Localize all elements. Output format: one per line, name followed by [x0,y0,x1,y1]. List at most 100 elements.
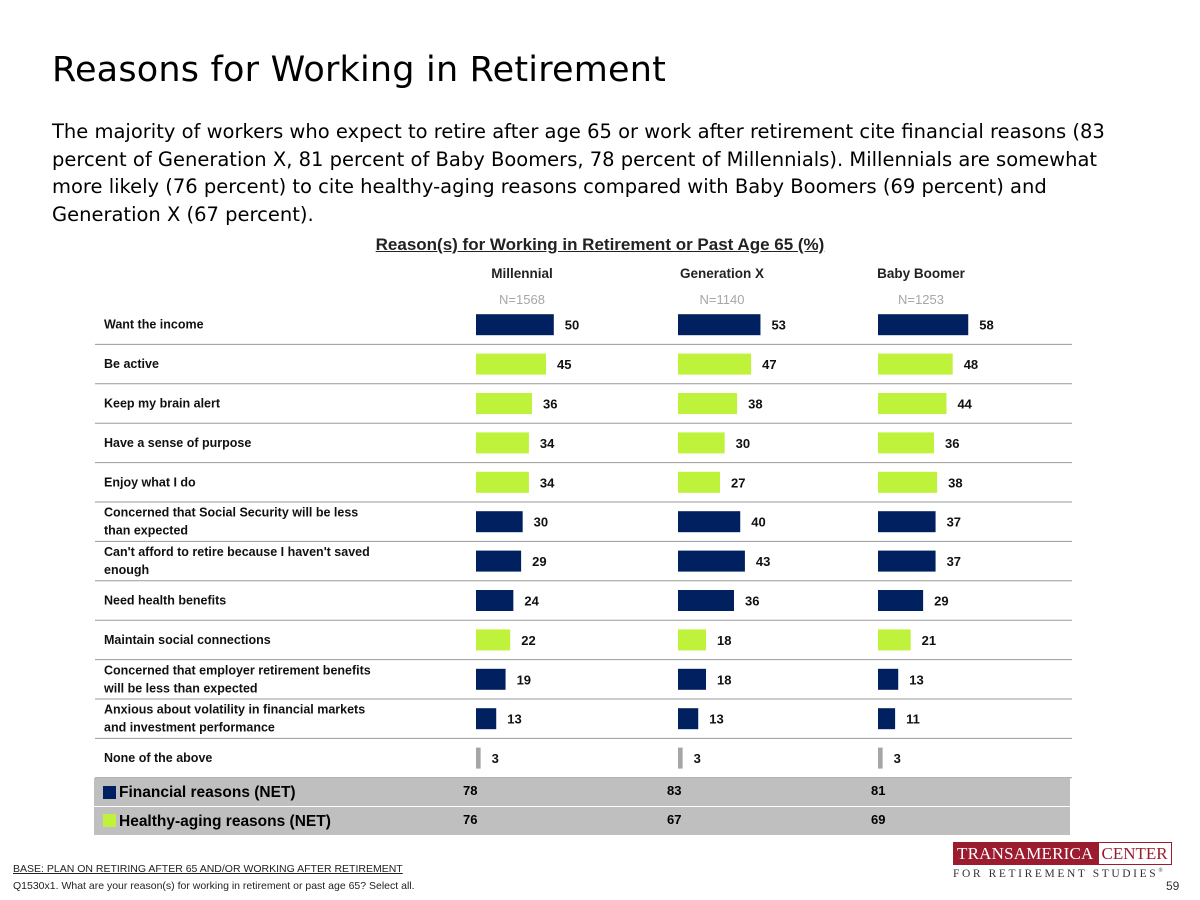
category-label: Keep my brain alert [104,397,221,411]
bar-baby-boomer [878,353,953,375]
healthy-net-generation-x: 67 [667,812,682,827]
series-header-millennial: Millennial [491,266,553,281]
bar-value-label: 47 [762,357,776,372]
bar-millennial [476,432,529,454]
bar-millennial [476,590,514,611]
category-label: Concerned that employer retirement benef… [103,663,371,695]
bar-value-label: 34 [540,475,555,490]
bar-baby-boomer [878,471,938,493]
bar-millennial [476,708,497,730]
bar-value-label: 27 [731,475,745,490]
sample-size-millennial: N=1568 [499,292,545,307]
bar-baby-boomer [878,432,935,454]
category-label: Enjoy what I do [104,475,196,489]
bar-millennial [476,471,529,493]
logo-word-transamerica: TRANSAMERICA [953,842,1098,865]
category-label: Concerned that Social Security will be l… [104,506,358,538]
bar-value-label: 13 [507,712,521,727]
bar-baby-boomer [878,393,947,414]
category-label: Anxious about volatility in financial ma… [104,703,365,735]
net-divider [94,806,1070,807]
bar-value-label: 48 [964,357,978,372]
bar-value-label: 21 [922,633,936,648]
bar-value-label: 13 [909,672,923,687]
bar-generation-x [678,550,745,572]
category-label: Have a sense of purpose [104,436,251,450]
bar-generation-x [678,708,699,730]
healthy-net-millennial: 76 [463,812,478,827]
bar-generation-x [678,668,707,690]
bar-baby-boomer [878,668,899,690]
bar-value-label: 13 [709,712,723,727]
bar-generation-x [678,314,761,336]
bar-baby-boomer [878,708,896,730]
logo-word-center: CENTER [1097,842,1172,865]
bar-value-label: 24 [524,594,539,609]
financial-legend-swatch [103,786,116,799]
bar-value-label: 37 [947,515,961,530]
category-label: Can't afford to retire because I haven't… [104,545,370,577]
bar-value-label: 30 [736,436,750,451]
bar-baby-boomer [878,550,936,572]
sample-size-generation-x: N=1140 [699,292,745,307]
financial-net-label: Financial reasons (NET) [119,784,296,801]
bar-value-label: 29 [532,554,546,569]
summary-text: The majority of workers who expect to re… [52,120,1105,226]
bar-millennial [476,747,481,769]
bar-value-label: 22 [521,633,535,648]
category-label: Maintain social connections [104,633,271,647]
bar-value-label: 18 [717,633,731,648]
bar-millennial [476,511,523,533]
transamerica-logo: TRANSAMERICA CENTER FOR RETIREMENT STUDI… [953,842,1172,882]
series-header-generation-x: Generation X [679,266,765,281]
bar-value-label: 11 [906,712,920,727]
bar-value-label: 19 [517,672,531,687]
bar-value-label: 58 [979,318,993,333]
healthy-legend-swatch [103,814,116,827]
chart-title: Reason(s) for Working in Retirement or P… [375,235,825,254]
bar-value-label: 30 [534,515,548,530]
series-header-baby-boomer: Baby Boomer [877,266,965,281]
bar-baby-boomer [878,314,969,336]
bar-value-label: 3 [894,751,901,766]
bar-generation-x [678,747,683,769]
bar-value-label: 44 [957,397,972,412]
question-note: Q1530x1. What are your reason(s) for wor… [13,880,415,892]
bar-value-label: 38 [748,397,762,412]
bar-value-label: 40 [751,515,765,530]
bar-millennial [476,393,533,414]
bar-value-label: 3 [492,751,499,766]
logo-tagline: FOR RETIREMENT STUDIES® [953,868,1163,880]
bar-baby-boomer [878,590,924,611]
bar-baby-boomer [878,511,936,533]
bar-value-label: 38 [948,475,962,490]
bar-value-label: 18 [717,672,731,687]
bar-value-label: 3 [694,751,701,766]
bar-value-label: 50 [565,318,579,333]
bar-generation-x [678,590,735,611]
bar-generation-x [678,629,707,651]
bar-value-label: 36 [945,436,959,451]
category-label: None of the above [104,751,212,765]
bar-value-label: 36 [745,594,759,609]
financial-net-baby-boomer: 81 [871,783,886,798]
bar-value-label: 45 [557,357,571,372]
bar-value-label: 36 [543,397,557,412]
bar-millennial [476,353,547,375]
base-note: BASE: PLAN ON RETIRING AFTER 65 AND/OR W… [13,863,403,875]
bar-value-label: 34 [540,436,555,451]
bar-baby-boomer [878,747,883,769]
category-label: Be active [104,357,159,371]
healthy-net-label: Healthy-aging reasons (NET) [119,813,331,830]
bar-millennial [476,629,511,651]
healthy-net-baby-boomer: 69 [871,812,886,827]
financial-net-generation-x: 83 [667,783,682,798]
page-number: 59 [1166,879,1180,893]
category-label: Need health benefits [104,594,226,608]
bar-generation-x [678,393,738,414]
bar-generation-x [678,432,725,454]
bar-baby-boomer [878,629,911,651]
category-label: Want the income [104,318,204,332]
sample-size-baby-boomer: N=1253 [898,292,944,307]
